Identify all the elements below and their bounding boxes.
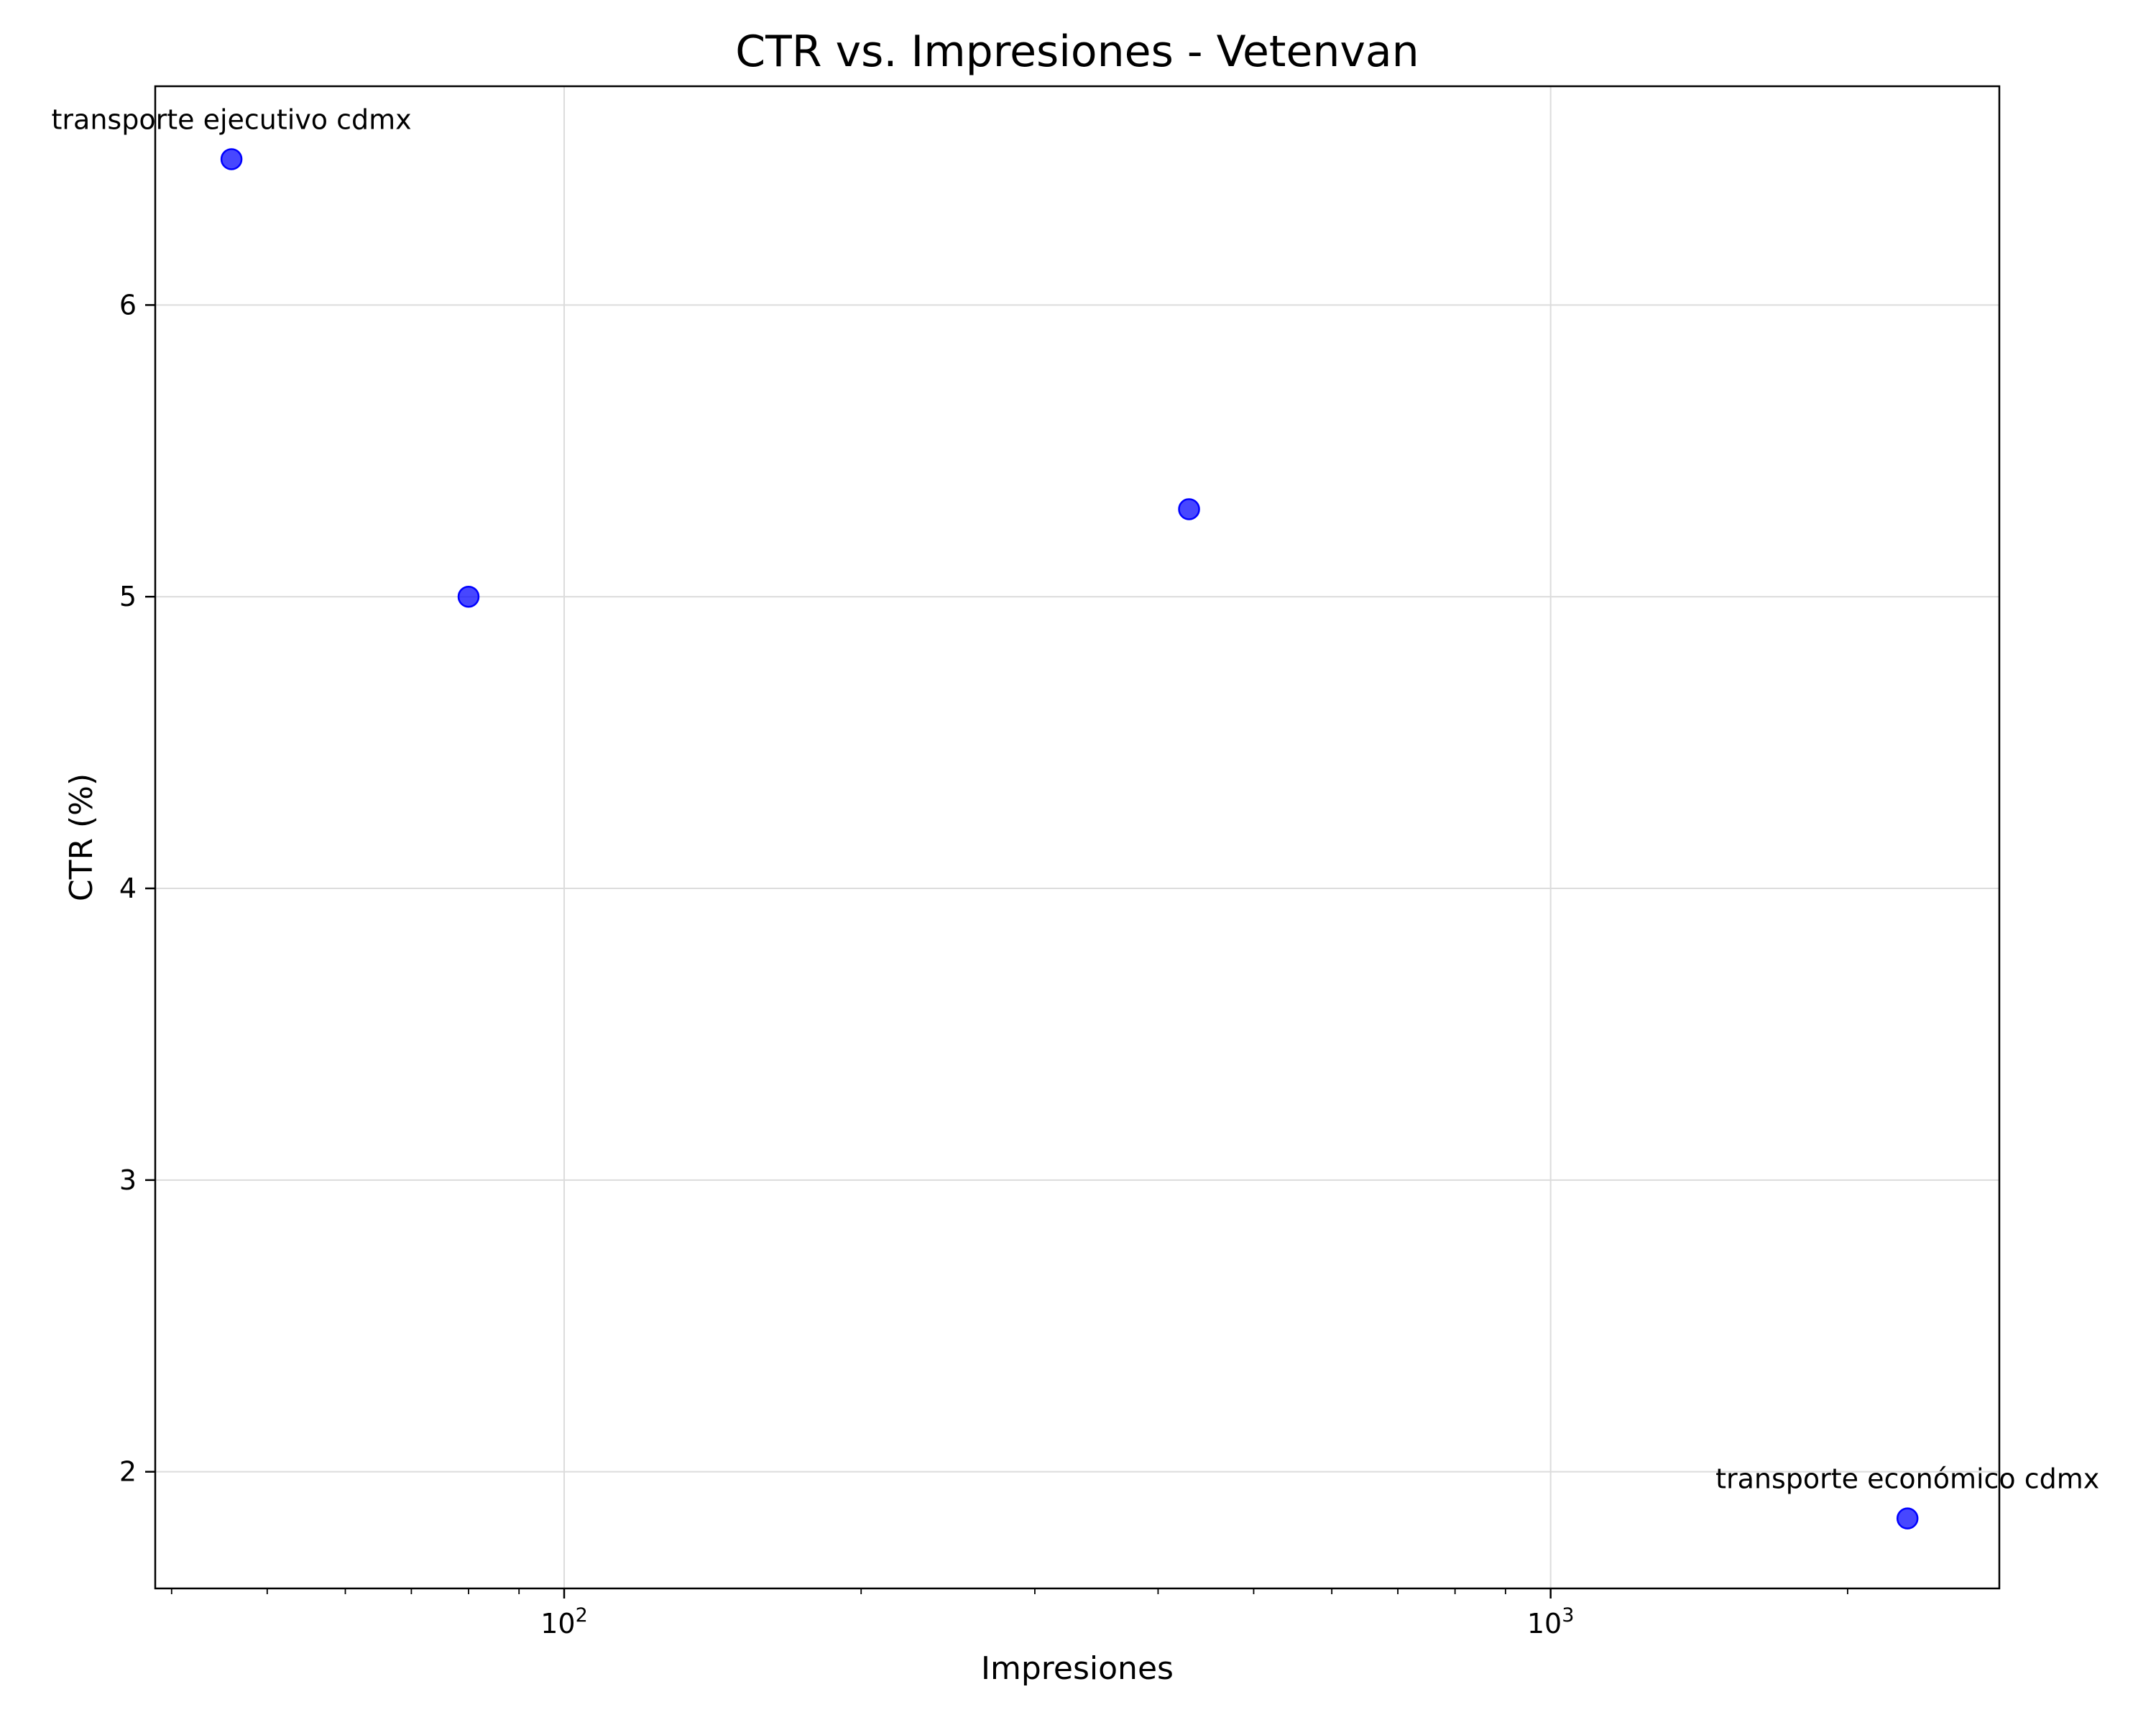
x-tick-base: 10 <box>540 1608 575 1639</box>
point-annotation: transporte ejecutivo cdmx <box>52 104 412 135</box>
y-tick-label: 6 <box>119 289 137 321</box>
x-tick-exponent: 3 <box>1562 1604 1574 1627</box>
x-tick-exponent: 2 <box>576 1604 588 1627</box>
x-tick-base: 10 <box>1527 1608 1562 1639</box>
y-tick-label: 4 <box>119 873 137 904</box>
x-tick-label: 102 <box>540 1604 588 1639</box>
plot-frame <box>154 85 2001 1590</box>
point-annotation: transporte económico cdmx <box>1715 1463 2099 1495</box>
y-tick-label: 5 <box>119 581 137 612</box>
y-axis-label: CTR (%) <box>63 773 100 901</box>
data-point <box>220 148 243 170</box>
data-point <box>1896 1507 1919 1530</box>
y-tick-label: 3 <box>119 1164 137 1196</box>
x-axis-label: Impresiones <box>981 1650 1174 1687</box>
annotations-layer: transporte ejecutivo cdmx transporte econ… <box>52 104 2100 1494</box>
data-point <box>457 585 480 608</box>
chart-title: CTR vs. Impresiones - Vetenvan <box>735 27 1419 77</box>
data-point <box>1178 498 1200 520</box>
points-layer <box>220 148 1919 1530</box>
x-tick-label: 103 <box>1527 1604 1575 1639</box>
y-tick-label: 2 <box>119 1456 137 1488</box>
grid-layer <box>155 86 1999 1588</box>
